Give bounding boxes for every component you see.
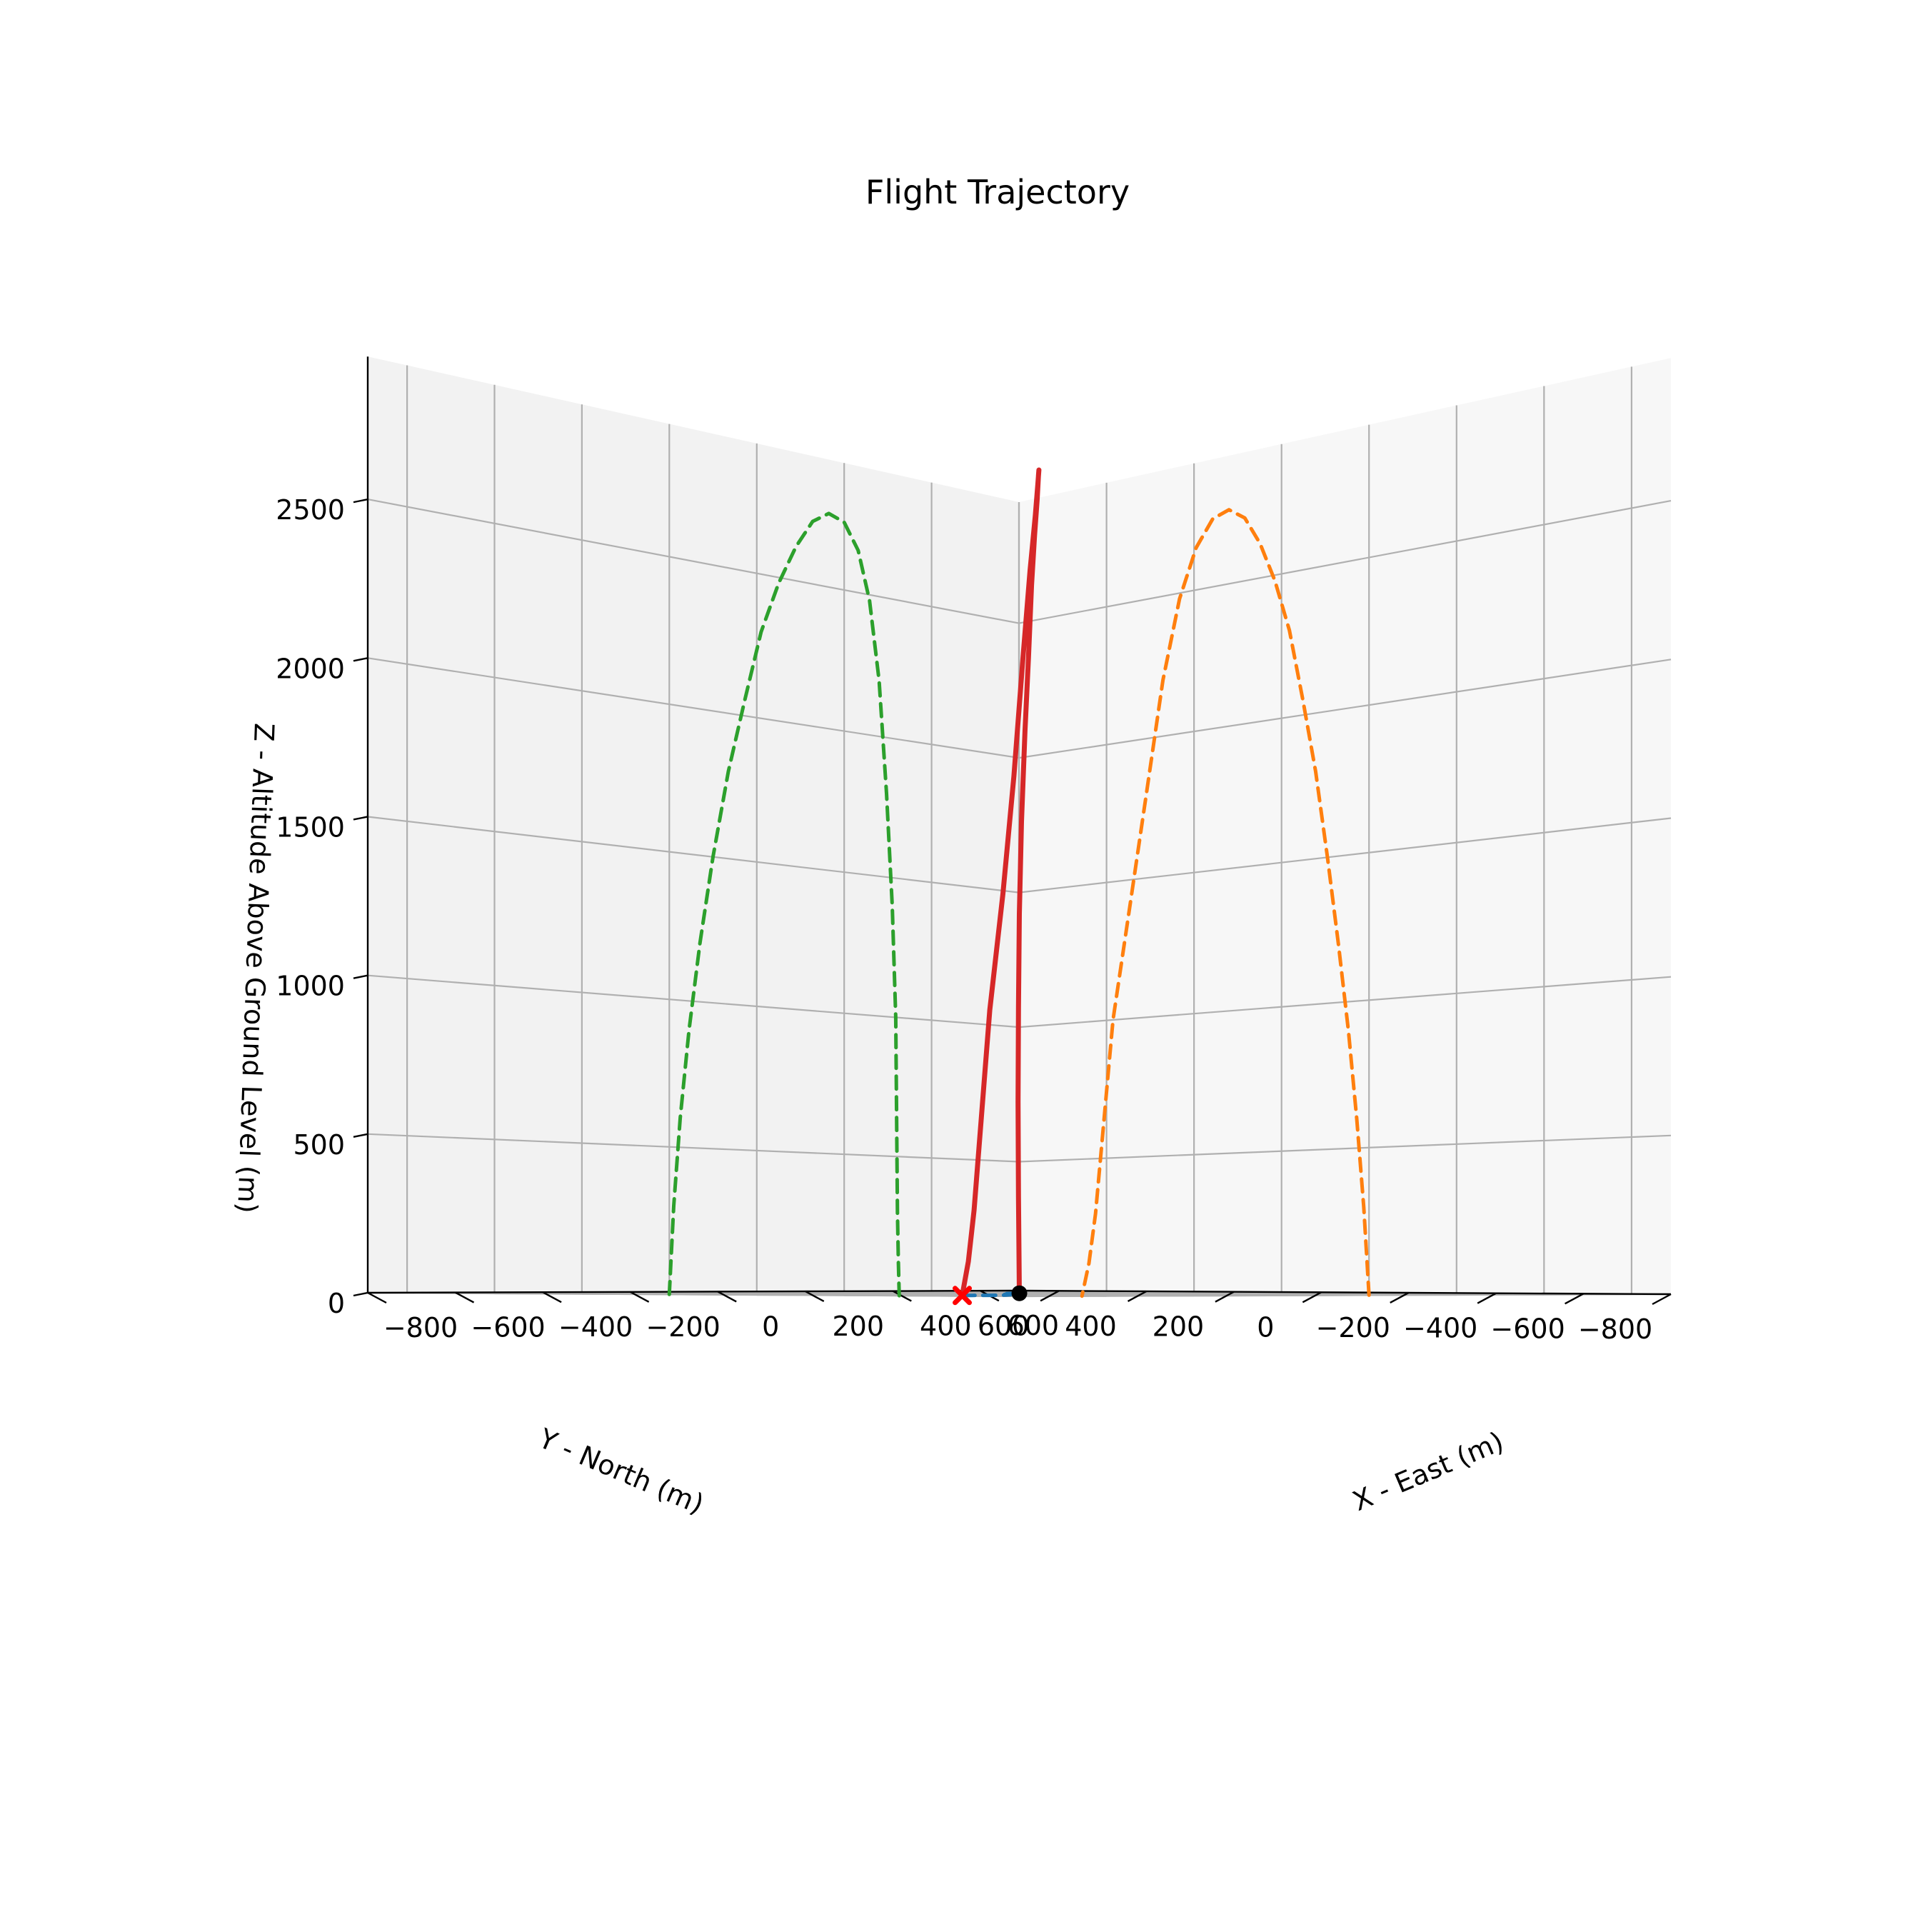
z-tick-mark bbox=[353, 816, 368, 821]
series-ground-track bbox=[960, 1291, 1021, 1298]
y-tick-label: 600 bbox=[978, 1310, 1030, 1341]
grid-line-left-wall-z bbox=[367, 1291, 1020, 1298]
grid-lines bbox=[367, 365, 1672, 1298]
series-projection-on-east-wall bbox=[667, 511, 901, 1298]
pane-right-wall bbox=[1019, 358, 1671, 1297]
grid-line-left-wall-z bbox=[367, 1133, 1020, 1163]
x-tick-mark bbox=[892, 1290, 912, 1302]
x-tick-label: −800 bbox=[383, 1312, 458, 1343]
x-tick-label: 600 bbox=[1008, 1310, 1060, 1341]
grid-line-left-wall-z bbox=[367, 816, 1020, 894]
y-tick-mark bbox=[1127, 1290, 1148, 1303]
y-tick-label: −400 bbox=[1403, 1313, 1477, 1344]
grid-line-left-wall-z bbox=[367, 499, 1020, 624]
y-tick-label: −200 bbox=[1316, 1312, 1390, 1343]
y-tick-mark bbox=[1302, 1291, 1322, 1303]
series-trajectory bbox=[960, 467, 1042, 1298]
z-tick-mark bbox=[353, 1133, 368, 1138]
x-tick-label: −600 bbox=[471, 1312, 545, 1343]
grid-line-right-wall-z bbox=[1018, 1293, 1672, 1298]
x-tick-label: 400 bbox=[920, 1311, 972, 1342]
y-tick-mark bbox=[1040, 1290, 1060, 1302]
pane-left-wall bbox=[368, 356, 1019, 1297]
x-tick-label: 0 bbox=[762, 1311, 779, 1342]
z-tick-label: 2500 bbox=[276, 494, 345, 526]
x-tick-label: 200 bbox=[832, 1311, 884, 1342]
y-tick-label: 400 bbox=[1065, 1311, 1117, 1342]
x-tick-mark bbox=[717, 1291, 737, 1303]
z-tick-label: 1000 bbox=[276, 971, 345, 1002]
y-tick-mark bbox=[1477, 1292, 1497, 1304]
grid-line-right-wall-z bbox=[1018, 817, 1672, 894]
data-series bbox=[667, 467, 1371, 1306]
z-tick-mark bbox=[353, 498, 368, 504]
x-tick-mark bbox=[454, 1291, 475, 1303]
z-tick-label: 2000 bbox=[276, 653, 345, 684]
y-tick-mark bbox=[1390, 1291, 1410, 1304]
grid-line-right-wall-z bbox=[1018, 659, 1672, 759]
x-tick-mark bbox=[367, 1291, 387, 1304]
grid-line-left-wall-z bbox=[367, 657, 1020, 759]
marker-landing-point bbox=[953, 1286, 973, 1306]
z-tick-mark bbox=[353, 974, 368, 979]
y-axis-label: Y - North (m) bbox=[533, 1422, 708, 1520]
tick-labels: −800 −600 −400 −200 0 200 400 600 −800−600−400−2… bbox=[276, 494, 1652, 1345]
y-tick-label: −800 bbox=[1578, 1313, 1652, 1345]
x-tick-mark bbox=[542, 1291, 562, 1303]
z-tick-label: 1500 bbox=[276, 811, 345, 843]
y-tick-mark bbox=[1652, 1293, 1672, 1306]
x-tick-mark bbox=[630, 1291, 650, 1303]
grid-line-right-wall-z bbox=[1018, 500, 1672, 624]
z-axis-label: Z - Altitude Above Ground Level (m) bbox=[231, 723, 280, 1214]
z-tick-label: 500 bbox=[293, 1129, 345, 1161]
marker-launch-point bbox=[1011, 1285, 1028, 1301]
z-tick-mark bbox=[353, 657, 368, 662]
y-tick-label: −600 bbox=[1490, 1313, 1565, 1344]
x-axis-line bbox=[367, 1289, 1020, 1294]
y-tick-label: 200 bbox=[1153, 1311, 1205, 1343]
axis-lines bbox=[353, 356, 1672, 1306]
z-tick-mark bbox=[353, 1291, 368, 1297]
y-tick-mark bbox=[1565, 1293, 1585, 1305]
series-projection-on-north-wall bbox=[1080, 508, 1371, 1298]
x-axis-label: X - East (m) bbox=[1348, 1426, 1508, 1517]
x-tick-label: −200 bbox=[646, 1311, 720, 1343]
x-tick-label: −400 bbox=[558, 1311, 633, 1343]
grid-line-right-wall-z bbox=[1018, 1134, 1672, 1163]
x-tick-mark bbox=[805, 1290, 825, 1303]
z-tick-label: 0 bbox=[328, 1288, 345, 1319]
y-tick-mark bbox=[1215, 1291, 1235, 1303]
y-axis-line bbox=[1019, 1289, 1672, 1296]
chart-title: Flight Trajectory bbox=[865, 173, 1130, 211]
y-tick-label: 0 bbox=[1257, 1311, 1274, 1343]
